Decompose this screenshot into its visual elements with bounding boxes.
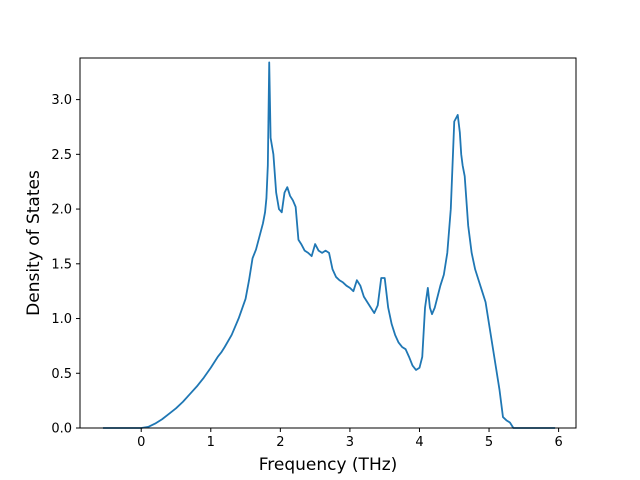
x-tick-label: 1: [207, 435, 215, 450]
y-tick-label: 0.0: [51, 422, 72, 437]
plot-area: [102, 61, 556, 429]
axes-frame: [79, 57, 577, 429]
x-tick-label: 3: [346, 435, 354, 450]
y-tick-label: 1.5: [51, 257, 72, 272]
x-tick-label: 6: [554, 435, 562, 450]
x-axis: 0 1 2 3 4 5 6: [137, 428, 563, 450]
y-axis-label: Density of States: [24, 170, 44, 316]
x-axis-label: Frequency (THz): [259, 455, 398, 475]
y-tick-label: 0.5: [51, 367, 72, 382]
x-tick-label: 0: [137, 435, 145, 450]
x-tick-label: 2: [276, 435, 284, 450]
series-line-0: [102, 61, 556, 429]
y-tick-label: 2.5: [51, 148, 72, 163]
y-tick-label: 2.0: [51, 203, 72, 218]
x-tick-label: 4: [415, 435, 423, 450]
x-tick-label: 5: [485, 435, 493, 450]
y-axis: 0.0 0.5 1.0 1.5 2.0 2.5 3.0: [51, 93, 80, 437]
y-tick-label: 1.0: [51, 312, 72, 327]
y-tick-label: 3.0: [51, 93, 72, 108]
